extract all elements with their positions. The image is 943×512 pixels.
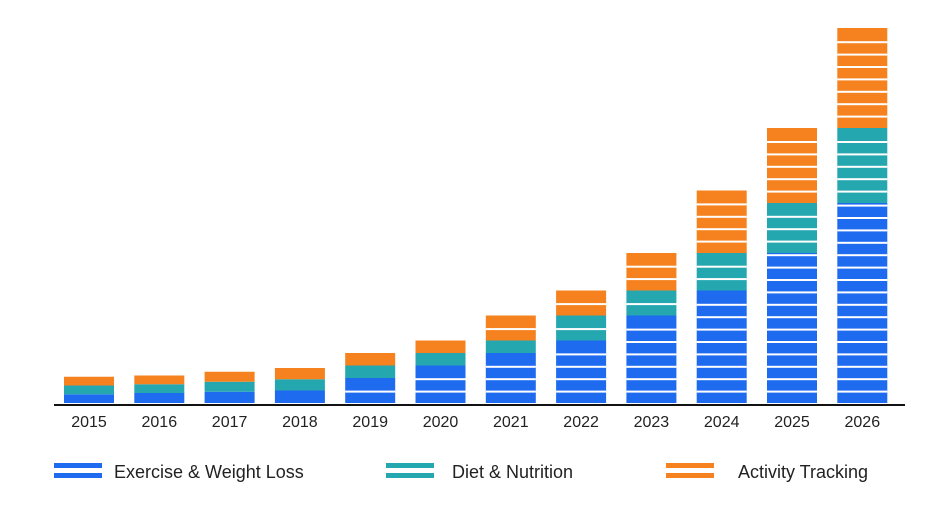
bar-segment-2020-1 xyxy=(415,353,466,366)
legend-item-0: Exercise & Weight Loss xyxy=(54,462,304,482)
bar-segment-2022-0 xyxy=(556,340,607,403)
bar-stack-2026 xyxy=(837,28,888,403)
bar-segment-2025-1 xyxy=(767,203,817,253)
bar-segment-2016-0 xyxy=(134,393,185,403)
x-tick-labels: 2015 2016 2017 2018 2019 2020 2021 2022 2023 2024… xyxy=(71,414,880,431)
bar-stack-2020 xyxy=(415,340,466,403)
x-tick-label: 2023 xyxy=(634,414,670,431)
bar-stack-2025 xyxy=(767,128,817,403)
x-tick-label: 2016 xyxy=(142,414,178,431)
bar-segment-2023-1 xyxy=(626,290,677,316)
bar-segment-2019-1 xyxy=(345,365,396,378)
x-tick-label: 2025 xyxy=(774,414,810,431)
bar-stack-2015 xyxy=(64,376,114,403)
bar-segment-2016-2 xyxy=(134,375,185,385)
bar-segment-2021-1 xyxy=(485,340,536,353)
bar-segment-2021-2 xyxy=(485,315,536,341)
bar-segment-2015-2 xyxy=(64,376,114,386)
bar-segment-2023-0 xyxy=(626,315,677,403)
legend: Exercise & Weight Loss Diet & Nutrition Ac… xyxy=(54,462,868,482)
bar-segment-2018-2 xyxy=(274,368,325,380)
bar-segment-2015-1 xyxy=(64,385,114,395)
legend-swatch-icon xyxy=(666,463,714,478)
bar-segment-2015-0 xyxy=(64,394,114,403)
x-tick-label: 2022 xyxy=(563,414,599,431)
bar-segment-2026-1 xyxy=(837,128,888,203)
x-tick-label: 2020 xyxy=(423,414,459,431)
legend-swatch-icon xyxy=(386,463,434,478)
bar-segment-2025-2 xyxy=(767,128,817,203)
bar-stack-2024 xyxy=(696,190,747,403)
bar-segment-2019-2 xyxy=(345,353,396,366)
bar-segment-2021-0 xyxy=(485,353,536,403)
bar-segment-2024-0 xyxy=(696,290,747,403)
bar-segment-2026-0 xyxy=(837,203,888,403)
x-tick-label: 2017 xyxy=(212,414,248,431)
bar-segment-2017-0 xyxy=(204,391,255,403)
legend-label: Diet & Nutrition xyxy=(452,462,573,482)
bar-segment-2016-1 xyxy=(134,384,185,393)
bar-segment-2020-2 xyxy=(415,340,466,353)
bar-segment-2022-1 xyxy=(556,315,607,341)
x-tick-label: 2026 xyxy=(845,414,881,431)
legend-item-2: Activity Tracking xyxy=(666,462,868,482)
x-tick-label: 2024 xyxy=(704,414,740,431)
bars-layer xyxy=(64,28,888,403)
bar-segment-2023-2 xyxy=(626,253,677,291)
bar-segment-2024-1 xyxy=(696,253,747,291)
bar-stack-2023 xyxy=(626,253,677,403)
bar-segment-2019-0 xyxy=(345,378,396,403)
bar-segment-2018-1 xyxy=(274,379,325,391)
bar-stack-2017 xyxy=(204,371,255,403)
bar-segment-2025-0 xyxy=(767,253,817,403)
legend-label: Exercise & Weight Loss xyxy=(114,462,304,482)
legend-swatch-icon xyxy=(54,463,102,478)
bar-stack-2016 xyxy=(134,375,185,403)
bar-segment-2022-2 xyxy=(556,290,607,316)
x-tick-label: 2018 xyxy=(282,414,318,431)
bar-stack-2018 xyxy=(274,368,325,403)
legend-item-1: Diet & Nutrition xyxy=(386,462,573,482)
bar-segment-2017-2 xyxy=(204,371,255,382)
bar-segment-2020-0 xyxy=(415,365,466,403)
bar-stack-2021 xyxy=(485,315,536,403)
x-tick-label: 2015 xyxy=(71,414,107,431)
bar-stack-2022 xyxy=(556,290,607,403)
x-tick-label: 2019 xyxy=(352,414,388,431)
legend-label: Activity Tracking xyxy=(738,462,868,482)
bar-stack-2019 xyxy=(345,353,396,403)
bar-segment-2018-0 xyxy=(274,390,325,403)
bar-segment-2017-1 xyxy=(204,381,255,392)
x-tick-label: 2021 xyxy=(493,414,529,431)
bar-segment-2026-2 xyxy=(837,28,888,128)
bar-segment-2024-2 xyxy=(696,190,747,253)
